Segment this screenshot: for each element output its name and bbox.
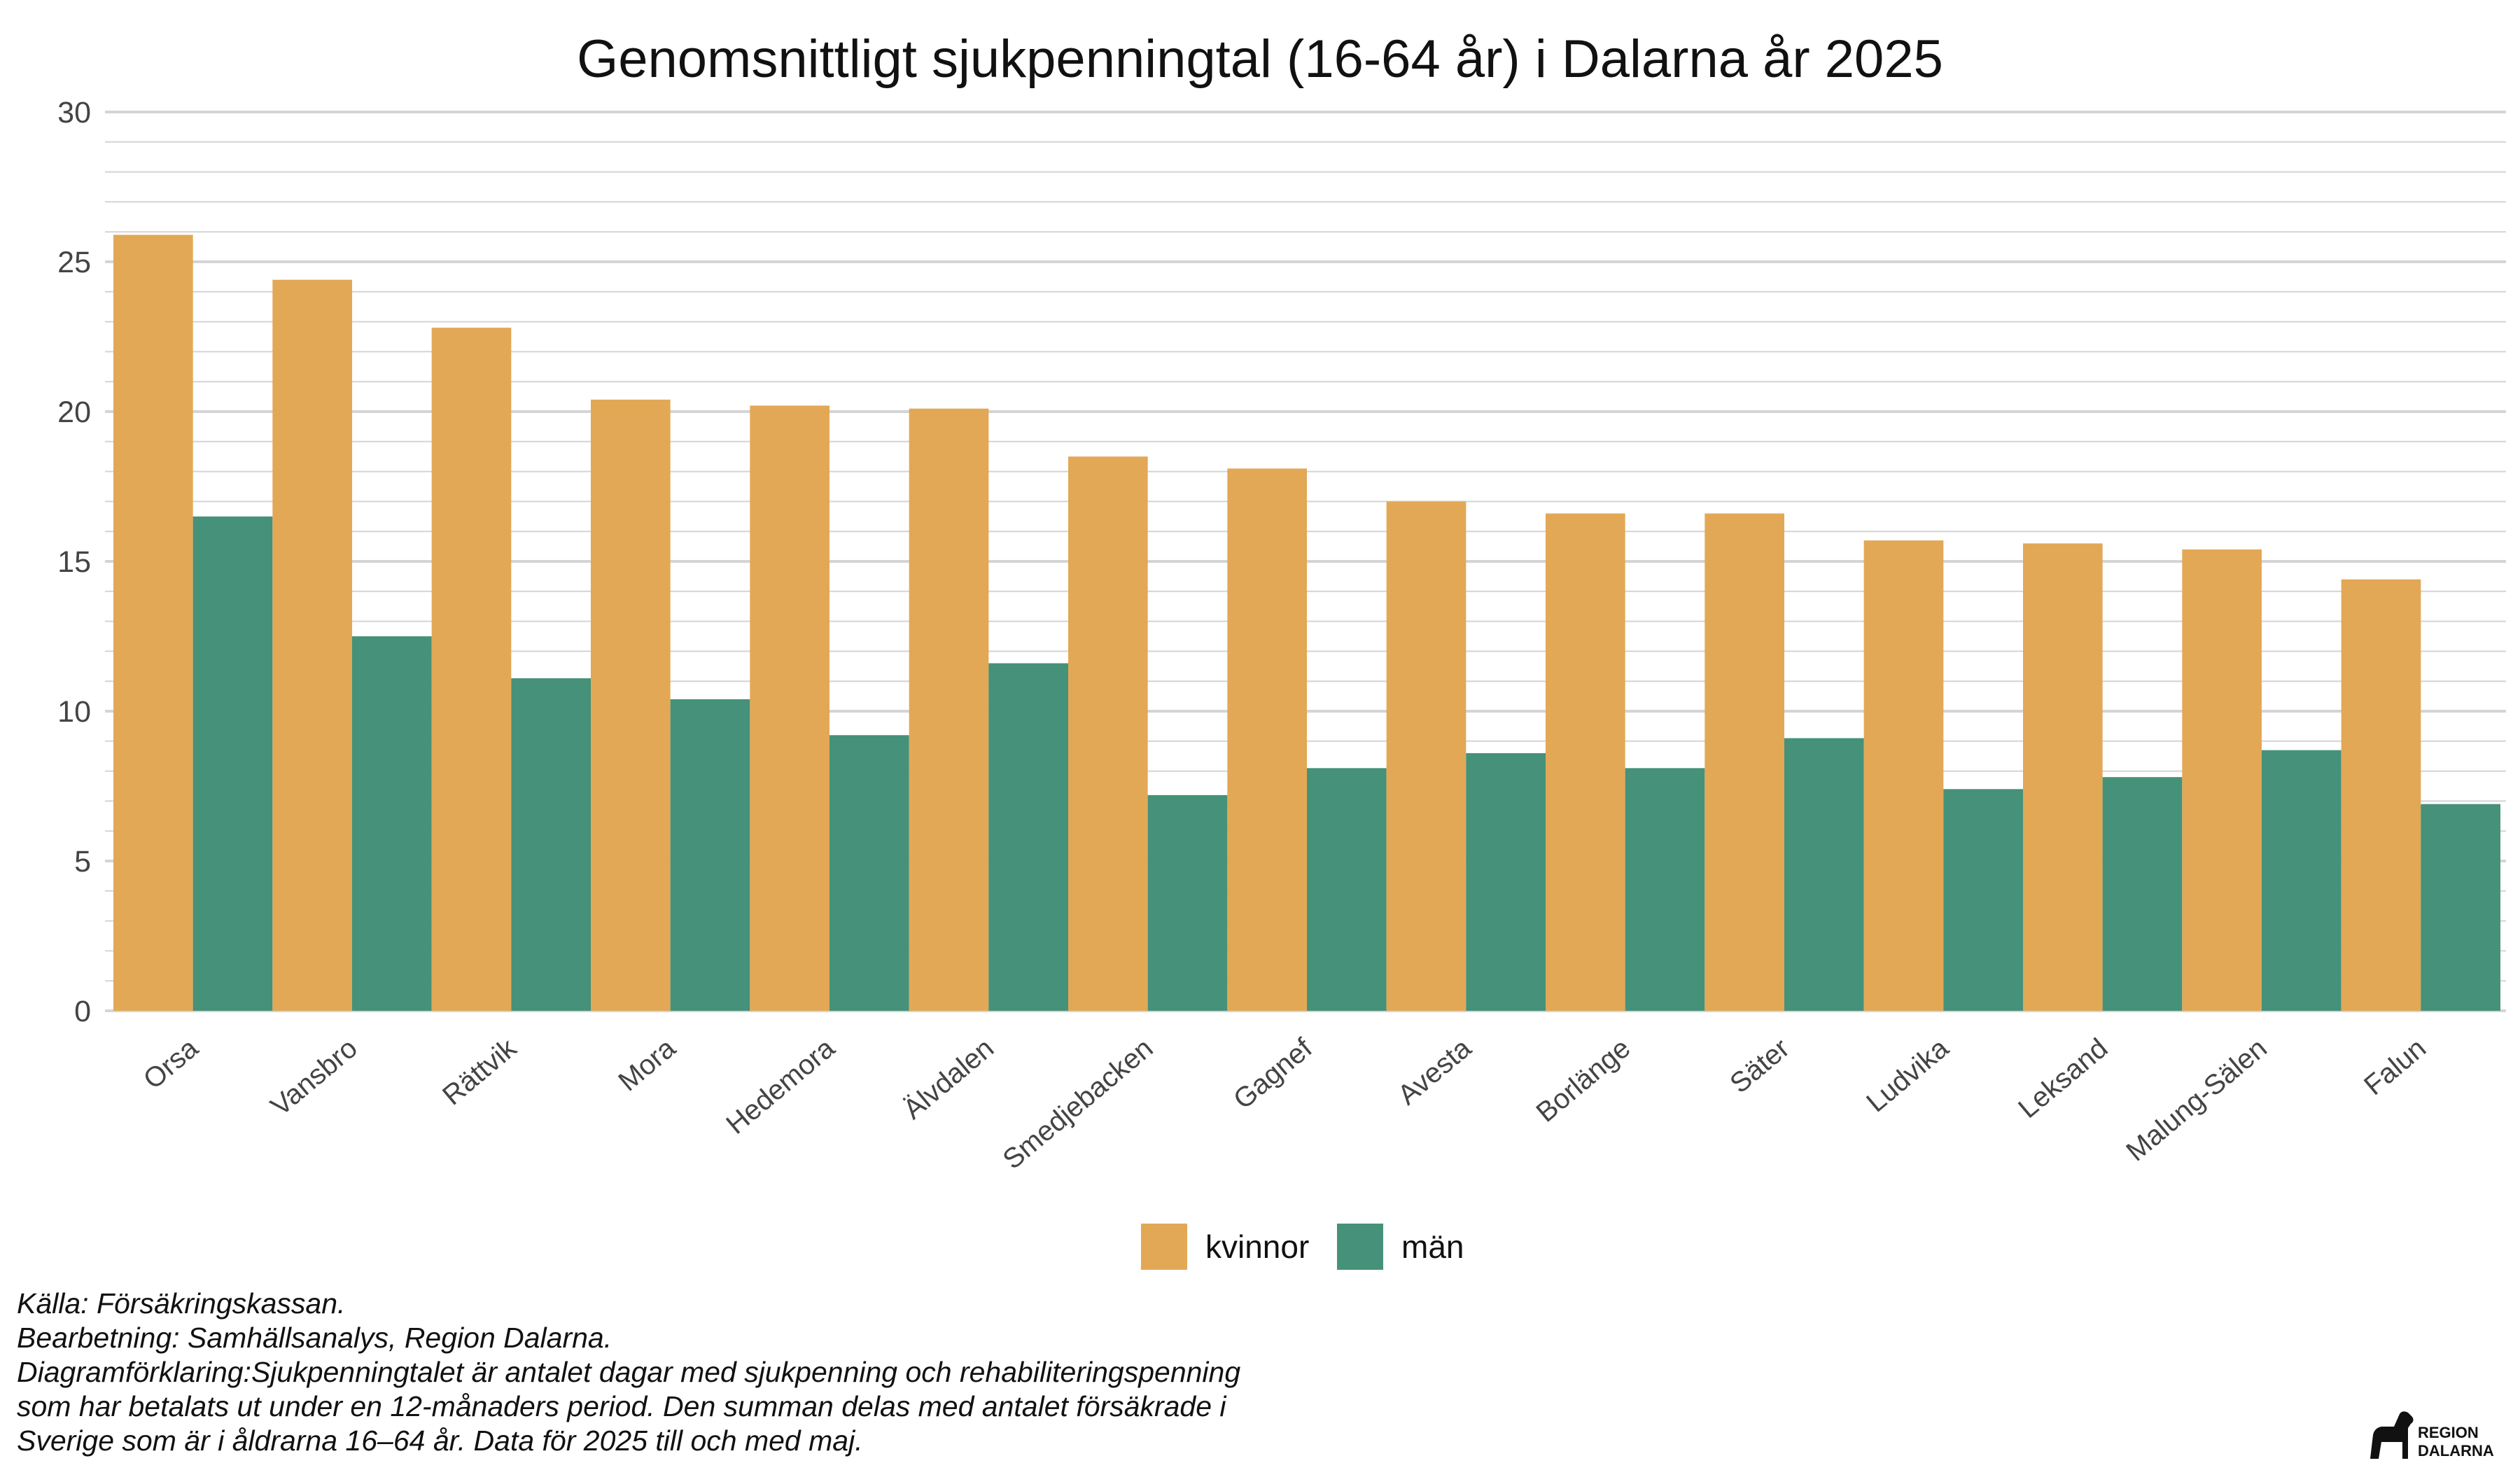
dala-horse-icon [2370,1411,2414,1459]
caption: Källa: Försäkringskassan. Bearbetning: S… [17,1287,1487,1458]
y-tick-label: 15 [57,545,91,579]
bar-män-Älvdalen [988,663,1068,1011]
x-tick-label: Gagnef [1228,1032,1318,1116]
x-tick-label: Säter [1724,1032,1795,1099]
legend-swatch-män [1337,1224,1383,1270]
chart-title: Genomsnittligt sjukpenningtal (16-64 år)… [577,29,1943,89]
bar-män-Vansbro [352,636,432,1011]
bar-kvinnor-Orsa [113,234,193,1011]
caption-source: Källa: Försäkringskassan. [17,1287,346,1320]
y-axis-ticks: 0 5 10 15 20 25 30 [57,96,91,1028]
bar-kvinnor-Avesta [1386,501,1466,1011]
bar-kvinnor-Gagnef [1227,468,1307,1011]
bar-kvinnor-Rättvik [431,328,512,1011]
bar-män-Smedjebacken [1147,794,1228,1011]
bar-kvinnor-Älvdalen [909,408,989,1011]
bar-män-Leksand [2102,777,2183,1011]
bar-kvinnor-Smedjebacken [1068,456,1148,1011]
bar-kvinnor-Ludvika [1863,540,1944,1011]
logo-text-region: REGION [2418,1424,2479,1441]
y-tick-label: 5 [74,845,91,878]
y-tick-label: 25 [57,246,91,279]
bar-kvinnor-Leksand [2023,543,2103,1011]
bar-män-Hedemora [830,735,909,1011]
logo-text-dalarna: DALARNA [2418,1442,2494,1460]
x-tick-label: Mora [612,1032,682,1098]
caption-processing: Bearbetning: Samhällsanalys, Region Dala… [17,1322,612,1354]
x-tick-label: Borlänge [1531,1032,1637,1128]
bar-kvinnor-Hedemora [750,405,830,1011]
x-tick-label: Ludvika [1861,1032,1954,1119]
x-tick-label: Smedjebacken [997,1032,1158,1175]
x-tick-label: Rättvik [437,1032,523,1112]
bar-kvinnor-Falun [2341,579,2421,1011]
x-tick-label: Hedemora [720,1032,841,1140]
bar-kvinnor-Mora [591,399,671,1011]
bar-män-Borlänge [1625,768,1705,1011]
bars [113,234,2500,1011]
bar-kvinnor-Säter [1704,513,1784,1011]
y-tick-label: 20 [57,396,91,429]
x-tick-label: Orsa [138,1032,204,1096]
bar-män-Orsa [192,516,273,1011]
bar-män-Falun [2421,804,2500,1011]
bar-kvinnor-Malung-Sälen [2182,549,2262,1011]
x-tick-label: Falun [2358,1032,2432,1101]
legend-swatch-kvinnor [1141,1224,1187,1270]
bar-kvinnor-Borlänge [1546,513,1625,1011]
legend-label-kvinnor: kvinnor [1205,1228,1309,1265]
bar-män-Gagnef [1307,768,1387,1011]
y-tick-label: 10 [57,695,91,729]
legend: kvinnor män [1141,1224,1464,1270]
x-tick-label: Malung-Sälen [2120,1032,2272,1167]
y-tick-label: 30 [57,96,91,130]
y-tick-label: 0 [74,995,91,1028]
x-tick-label: Leksand [2012,1032,2113,1124]
bar-män-Malung-Sälen [2262,750,2342,1011]
bar-män-Säter [1784,738,1864,1011]
caption-explanation-1: Diagramförklaring:Sjukpenningtalet är an… [17,1356,1241,1388]
bar-män-Ludvika [1943,789,2023,1011]
x-axis-ticks: Orsa Vansbro Rättvik Mora Hedemora ÄlvdalenSm… [138,1032,2432,1175]
caption-explanation-3: Sverige som är i åldrarna 16–64 år. Data… [17,1424,863,1457]
x-tick-label: Avesta [1392,1032,1478,1111]
legend-label-män: män [1401,1228,1464,1265]
x-tick-label: Älvdalen [897,1032,1000,1125]
bar-män-Mora [670,699,750,1011]
bar-män-Rättvik [511,678,591,1011]
caption-explanation-2: som har betalats ut under en 12-månaders… [17,1390,1226,1422]
bar-män-Avesta [1466,752,1546,1011]
region-dalarna-logo: REGION DALARNA [2370,1411,2494,1460]
x-tick-label: Vansbro [265,1032,363,1122]
bar-kvinnor-Vansbro [272,279,352,1011]
